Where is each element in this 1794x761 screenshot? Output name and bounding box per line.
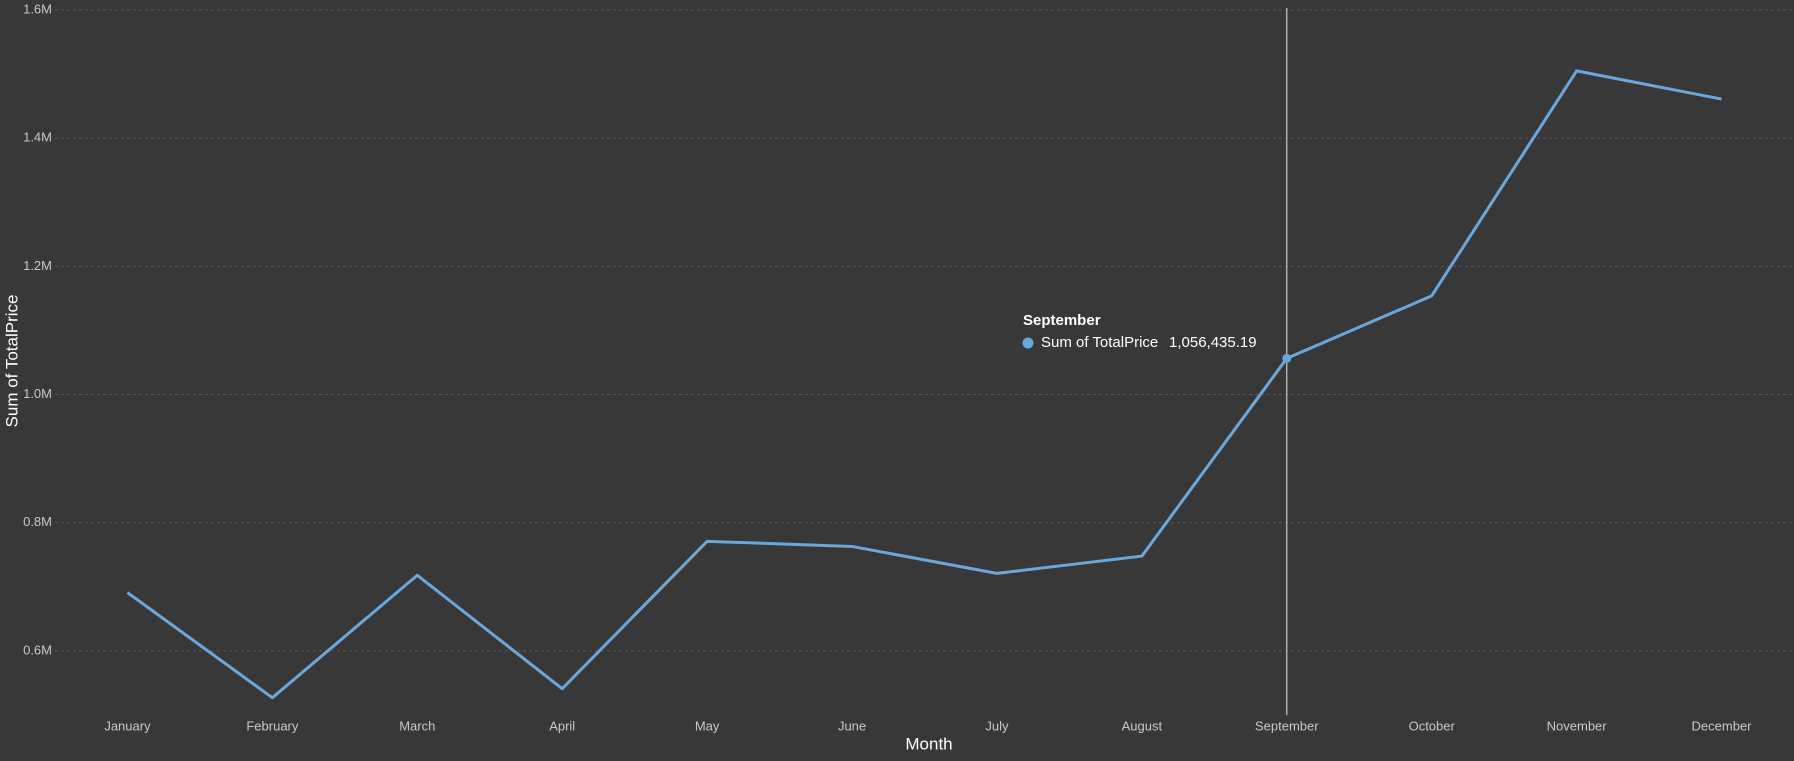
x-tick-label: February [246, 718, 299, 733]
y-tick-label: 1.4M [23, 130, 52, 145]
x-tick-label: January [104, 718, 151, 733]
x-tick-label: May [695, 718, 720, 733]
y-tick-label: 1.0M [23, 386, 52, 401]
y-tick-label: 1.6M [23, 1, 52, 16]
tooltip-value: 1,056,435.19 [1169, 334, 1257, 351]
tooltip-series-name: Sum of TotalPrice [1041, 334, 1158, 351]
y-axis-title: Sum of TotalPrice [2, 295, 21, 428]
x-tick-label: June [838, 718, 866, 733]
x-tick-label: September [1255, 718, 1319, 733]
y-tick-label: 0.8M [23, 514, 52, 529]
x-tick-label: August [1122, 718, 1163, 733]
x-tick-label: March [399, 718, 435, 733]
x-axis-title: Month [905, 734, 952, 753]
x-tick-label: December [1692, 718, 1753, 733]
x-tick-label: July [985, 718, 1009, 733]
tooltip-swatch [1022, 337, 1034, 349]
tooltip-title: September [1023, 312, 1101, 329]
series-line [126, 69, 1722, 700]
x-tick-label: November [1547, 718, 1608, 733]
y-tick-label: 0.6M [23, 642, 52, 657]
x-tick-label: April [549, 718, 575, 733]
x-tick-label: October [1409, 718, 1456, 733]
y-tick-label: 1.2M [23, 258, 52, 273]
hover-point [1282, 353, 1292, 363]
